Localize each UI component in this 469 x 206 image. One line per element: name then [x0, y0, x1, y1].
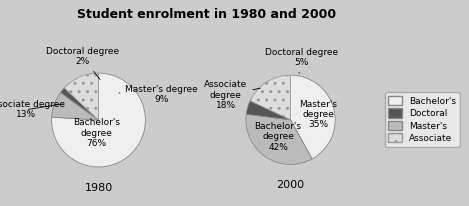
Wedge shape [52, 92, 98, 120]
Text: Associate
degree
18%: Associate degree 18% [204, 80, 260, 110]
Text: Bachelor's
degree
42%: Bachelor's degree 42% [255, 122, 302, 152]
Text: 2000: 2000 [277, 180, 305, 190]
Wedge shape [64, 73, 98, 120]
Text: Bachelor's
degree
76%: Bachelor's degree 76% [73, 118, 120, 148]
Wedge shape [246, 101, 291, 120]
Text: Associate degree
13%: Associate degree 13% [0, 100, 65, 119]
Legend: Bachelor's, Doctoral, Master's, Associate: Bachelor's, Doctoral, Master's, Associat… [385, 92, 460, 146]
Text: Master's
degree
35%: Master's degree 35% [299, 99, 337, 129]
Text: Master's degree
9%: Master's degree 9% [119, 84, 198, 104]
Text: Doctoral degree
2%: Doctoral degree 2% [45, 47, 119, 80]
Wedge shape [246, 114, 312, 165]
Wedge shape [250, 75, 291, 120]
Wedge shape [52, 73, 145, 167]
Text: 1980: 1980 [84, 183, 113, 193]
Wedge shape [61, 88, 98, 120]
Text: Doctoral degree
5%: Doctoral degree 5% [265, 48, 338, 73]
Wedge shape [291, 75, 335, 159]
Text: Student enrolment in 1980 and 2000: Student enrolment in 1980 and 2000 [77, 8, 336, 21]
